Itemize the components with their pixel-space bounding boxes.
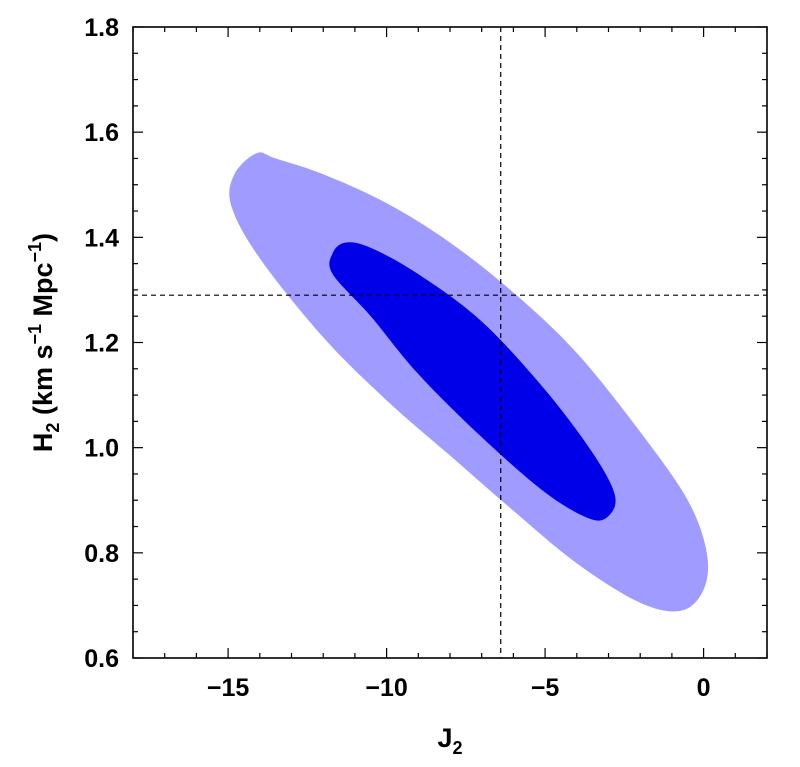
region-inner bbox=[329, 242, 616, 521]
x-axis-label-subscript: 2 bbox=[453, 738, 463, 758]
y-tick-label: 0.8 bbox=[84, 540, 119, 568]
reference-lines bbox=[133, 27, 767, 658]
x-axis-label: J2 bbox=[437, 723, 462, 758]
y-axis-label: H2 (km s−1 Mpc−1) bbox=[25, 233, 63, 452]
y-tick-label: 0.6 bbox=[84, 645, 119, 673]
x-tick-label: −10 bbox=[365, 674, 407, 702]
y-axis-label-units-c: ) bbox=[28, 233, 58, 242]
y-axis-label-units-b: Mpc bbox=[28, 262, 58, 324]
tick-labels: −15 −10 −5 0 0.6 0.8 1.0 1.2 1.4 1.6 1.8 bbox=[84, 14, 710, 702]
y-axis-label-units-a: (km s bbox=[28, 345, 58, 423]
y-tick-label: 1.8 bbox=[84, 14, 119, 42]
y-axis-label-subscript: 2 bbox=[43, 423, 63, 433]
y-axis-label-sup-b: −1 bbox=[25, 242, 45, 263]
confidence-regions bbox=[229, 152, 709, 612]
y-axis-label-main: H bbox=[28, 433, 58, 453]
axis-ticks bbox=[132, 26, 768, 659]
x-tick-label: −5 bbox=[531, 674, 560, 702]
y-tick-label: 1.0 bbox=[84, 435, 119, 463]
y-tick-label: 1.4 bbox=[84, 224, 119, 252]
x-tick-label: −15 bbox=[207, 674, 250, 702]
x-tick-label: 0 bbox=[697, 674, 711, 702]
x-axis-label-main: J bbox=[437, 723, 452, 753]
y-axis-label-sup-a: −1 bbox=[25, 324, 45, 345]
y-tick-label: 1.2 bbox=[84, 330, 119, 358]
y-tick-label: 1.6 bbox=[84, 119, 119, 147]
